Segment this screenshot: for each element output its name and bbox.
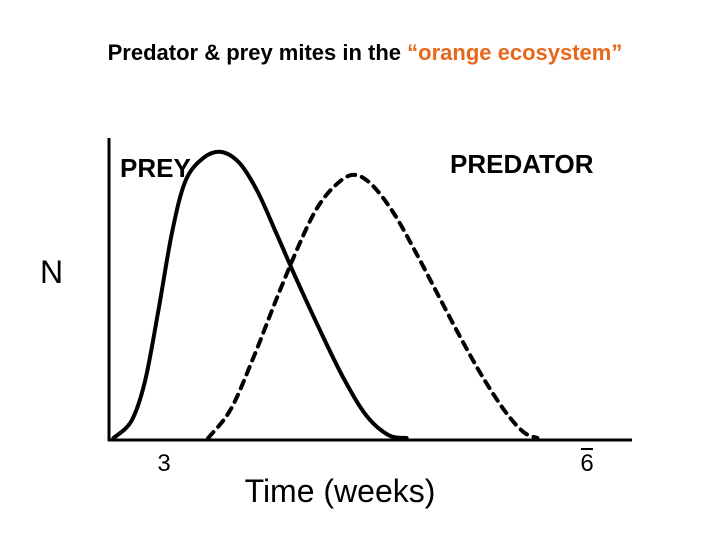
x-axis-label: Time (weeks) — [245, 473, 436, 509]
x-tick-label-3: 3 — [157, 450, 170, 477]
series-line-predator — [206, 172, 540, 440]
series-label-predator: PREDATOR — [450, 149, 594, 179]
title-highlight: “orange ecosystem” — [407, 40, 623, 65]
slide-title: Predator & prey mites in the “orange eco… — [0, 40, 720, 66]
x-tick-label-6: 6 — [580, 450, 593, 477]
y-axis-label: N — [40, 254, 63, 290]
series-label-prey: PREY — [120, 153, 191, 183]
title-prefix: Predator & prey mites in the — [107, 40, 408, 65]
series-line-prey — [111, 149, 409, 440]
series-layer — [111, 149, 540, 440]
